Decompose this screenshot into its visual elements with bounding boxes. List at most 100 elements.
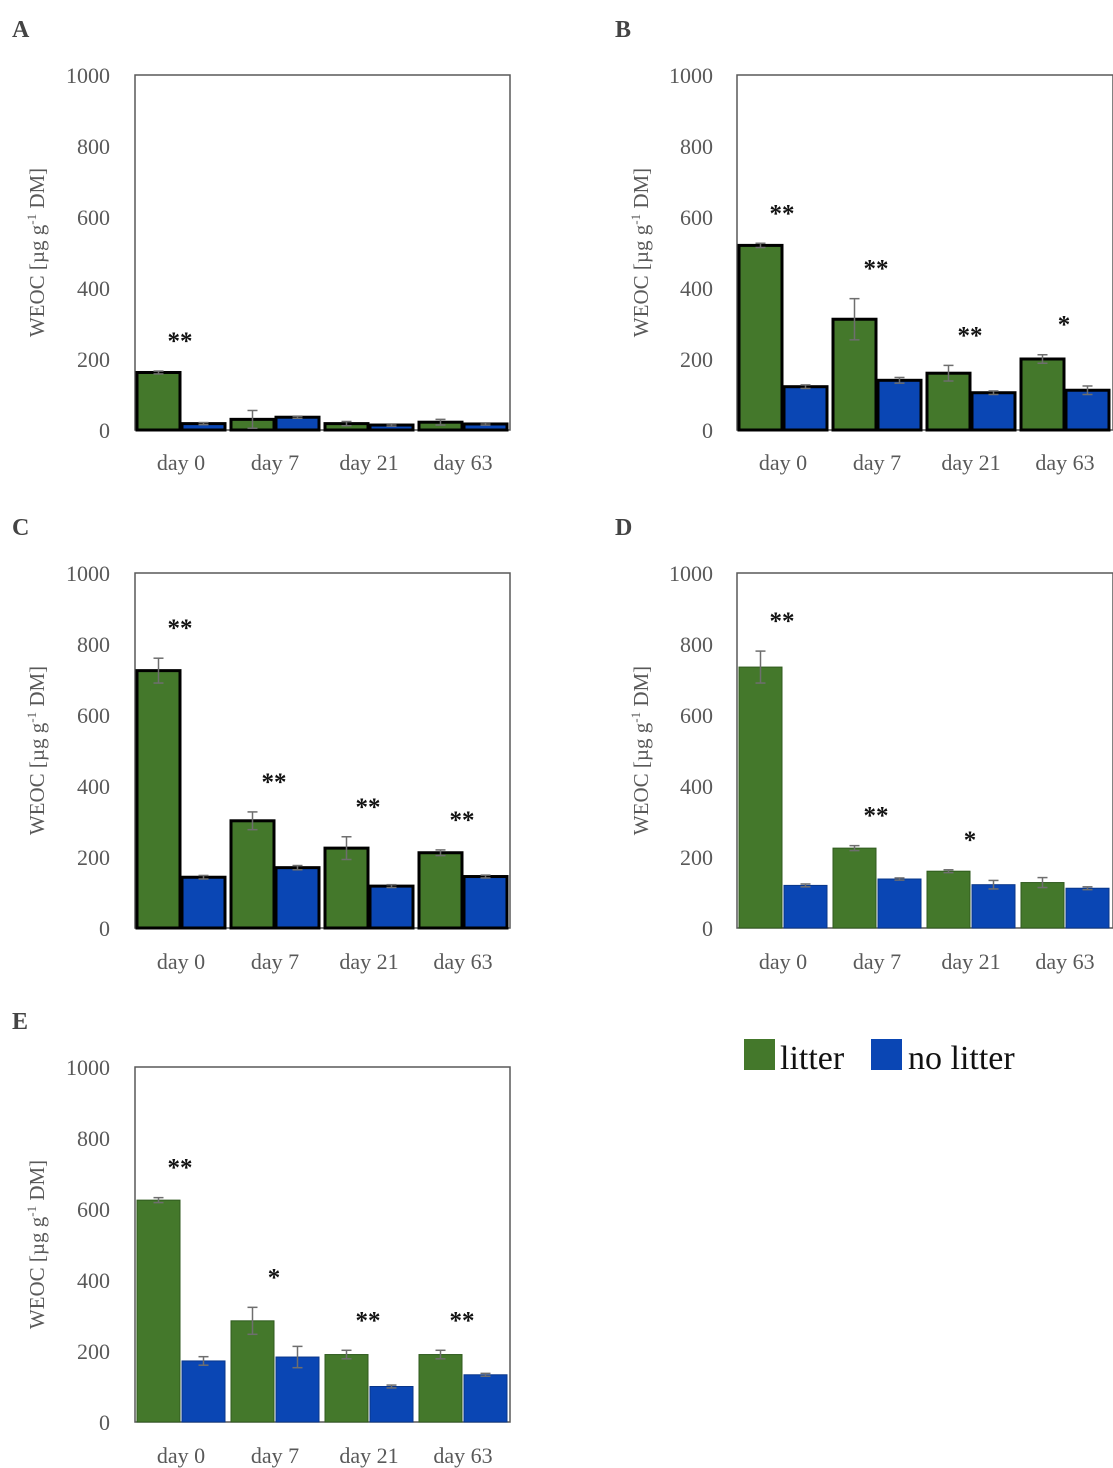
y-tick-label: 600 — [680, 205, 713, 230]
panel-letter: B — [615, 17, 631, 43]
category-label: day 0 — [157, 949, 205, 974]
category-label: day 7 — [251, 1443, 299, 1468]
bar-litter-0 — [135, 370, 182, 432]
panel-letter: A — [12, 17, 30, 43]
bar-no-litter-3 — [462, 875, 509, 930]
y-axis-label-end: DM] — [629, 168, 653, 214]
significance-marker: * — [964, 827, 977, 854]
panel-letter: C — [12, 515, 29, 541]
bar-no-litter-2 — [368, 884, 415, 930]
y-tick-label: 0 — [99, 1410, 110, 1435]
bar-no-litter-3 — [1064, 388, 1111, 432]
y-tick-label: 800 — [77, 1126, 110, 1151]
y-tick-label: 800 — [77, 134, 110, 159]
y-tick-label: 200 — [77, 1339, 110, 1364]
bar-litter-2 — [323, 846, 370, 930]
y-tick-label: 0 — [99, 418, 110, 443]
panel-A: A 0 200 400 600 800 1000 WEOC [µg g-1 DM] ** day … — [12, 17, 511, 475]
bar-litter-2 — [926, 870, 971, 929]
y-axis-label-end: DM] — [25, 168, 49, 214]
category-label: day 0 — [759, 949, 807, 974]
panel-letter: E — [12, 1009, 28, 1035]
y-axis-label-end: DM] — [25, 666, 49, 712]
plot-frame — [736, 74, 1113, 431]
y-tick-label: 0 — [702, 916, 713, 941]
significance-marker: ** — [770, 200, 795, 227]
category-label: day 63 — [433, 1443, 492, 1468]
y-axis-label-end: DM] — [629, 666, 653, 712]
y-tick-label: 800 — [680, 632, 713, 657]
y-tick-label: 600 — [77, 1197, 110, 1222]
y-tick-label: 600 — [77, 205, 110, 230]
category-label: day 63 — [1035, 949, 1094, 974]
significance-marker: ** — [450, 1307, 475, 1334]
panel-letter: D — [615, 515, 632, 541]
bar-no-litter-1 — [876, 378, 923, 432]
bar-litter-0 — [737, 243, 784, 432]
significance-marker: ** — [864, 256, 889, 283]
y-axis-label-sup: -1 — [628, 712, 643, 723]
panel-E: E 0 200 400 600 800 1000 WEOC [µg g-1 DM] ** day … — [12, 1009, 511, 1468]
bar-litter-1 — [229, 819, 276, 930]
category-label: day 0 — [157, 450, 205, 475]
bar-no-litter-3 — [1065, 887, 1110, 929]
significance-marker: ** — [168, 615, 193, 642]
category-label: day 21 — [339, 450, 398, 475]
category-label: day 0 — [759, 450, 807, 475]
legend-swatch-litter — [744, 1039, 775, 1070]
bar-litter-3 — [1020, 882, 1065, 929]
category-label: day 21 — [941, 450, 1000, 475]
bar-litter-2 — [925, 371, 972, 432]
bar-no-litter-2 — [971, 884, 1016, 929]
significance-marker: ** — [168, 328, 193, 355]
category-label: day 21 — [339, 1443, 398, 1468]
significance-marker: * — [1058, 312, 1071, 339]
category-label: day 7 — [853, 949, 901, 974]
bar-litter-0 — [135, 669, 182, 930]
plot-frame — [134, 1066, 511, 1423]
legend-label-no-litter: no litter — [908, 1040, 1015, 1077]
y-tick-label: 400 — [680, 774, 713, 799]
y-axis-label-end: DM] — [25, 1160, 49, 1206]
plot-frame — [134, 74, 511, 431]
plot-frame — [736, 572, 1113, 929]
y-tick-label: 200 — [77, 347, 110, 372]
legend-swatch-no-litter — [871, 1039, 902, 1070]
bar-no-litter-2 — [970, 391, 1017, 432]
panel-D: D 0 200 400 600 800 1000 WEOC [µg g-1 DM] ** day … — [615, 515, 1113, 974]
y-tick-label: 400 — [77, 1268, 110, 1293]
y-tick-label: 800 — [680, 134, 713, 159]
y-tick-label: 200 — [77, 845, 110, 870]
y-axis-label-main: WEOC [µg g — [25, 722, 49, 835]
y-axis-label: WEOC [µg g-1 DM] — [628, 168, 653, 337]
category-label: day 21 — [339, 949, 398, 974]
y-tick-label: 400 — [77, 276, 110, 301]
category-label: day 7 — [853, 450, 901, 475]
y-tick-label: 400 — [680, 276, 713, 301]
y-axis-label-sup: -1 — [24, 712, 39, 723]
y-axis-label: WEOC [µg g-1 DM] — [628, 666, 653, 835]
y-tick-label: 1000 — [66, 1055, 110, 1080]
bar-no-litter-3 — [463, 1374, 508, 1423]
y-axis-label-sup: -1 — [24, 214, 39, 225]
y-tick-label: 800 — [77, 632, 110, 657]
panel-C: C 0 200 400 600 800 1000 WEOC [µg g-1 DM] ** day … — [12, 515, 511, 974]
bar-litter-3 — [1019, 357, 1066, 432]
y-tick-label: 1000 — [66, 63, 110, 88]
y-axis-label: WEOC [µg g-1 DM] — [24, 666, 49, 835]
y-axis-label-main: WEOC [µg g — [25, 224, 49, 337]
bar-no-litter-0 — [782, 385, 829, 432]
bar-litter-3 — [417, 851, 464, 930]
y-tick-label: 1000 — [66, 561, 110, 586]
y-axis-label: WEOC [µg g-1 DM] — [24, 1160, 49, 1329]
significance-marker: ** — [450, 807, 475, 834]
y-axis-label-main: WEOC [µg g — [25, 1216, 49, 1329]
bar-no-litter-1 — [274, 415, 321, 432]
bar-no-litter-0 — [180, 875, 227, 930]
bar-litter-2 — [324, 1354, 369, 1423]
bar-no-litter-1 — [877, 878, 922, 929]
significance-marker: ** — [356, 1307, 381, 1334]
y-axis-label: WEOC [µg g-1 DM] — [24, 168, 49, 337]
bar-litter-1 — [832, 847, 877, 929]
bar-no-litter-0 — [783, 884, 828, 929]
